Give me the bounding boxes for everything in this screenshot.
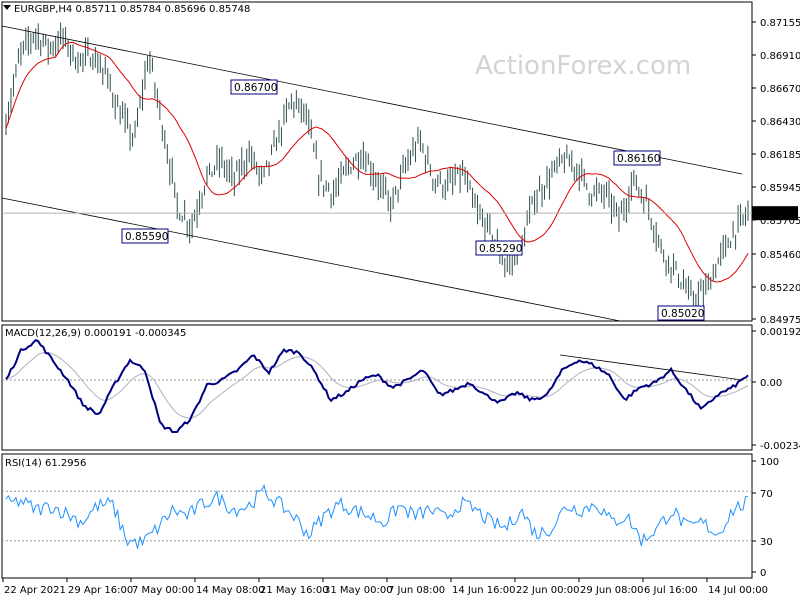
price-tick-label: 0.86430 bbox=[760, 117, 800, 128]
time-tick-label: 14 Jul 00:00 bbox=[708, 585, 768, 596]
price-annotation-box bbox=[613, 150, 661, 166]
price-tick-label: 0.86910 bbox=[760, 51, 800, 62]
price-annotation-label: 0.85290 bbox=[479, 243, 522, 255]
price-annotation-box bbox=[657, 305, 705, 321]
price-tick-label: 0.85220 bbox=[760, 283, 800, 294]
price-tick-label: 0.86185 bbox=[760, 150, 800, 161]
time-tick-label: 29 Apr 16:00 bbox=[68, 585, 133, 596]
macd-pane bbox=[1, 324, 753, 451]
moving-average-line bbox=[5, 41, 749, 283]
watermark: ActionForex.com bbox=[475, 51, 691, 81]
macd-signal-line bbox=[5, 352, 749, 419]
price-annotation-box bbox=[121, 228, 169, 244]
time-tick-label: 6 Jul 16:00 bbox=[644, 585, 698, 596]
time-tick-label: 31 May 00:00 bbox=[324, 585, 393, 596]
channel-lower-line bbox=[1, 197, 621, 322]
rsi-tick-label: 70 bbox=[760, 489, 773, 500]
macd-trendline bbox=[559, 354, 743, 381]
macd-tick-label: -0.002342 bbox=[760, 441, 800, 452]
price-tick-label: 0.85945 bbox=[760, 183, 800, 194]
channel-upper-line bbox=[1, 25, 743, 175]
price-annotation-box bbox=[475, 240, 523, 256]
rsi-title: RSI(14) 61.2956 bbox=[5, 458, 86, 469]
price-tick-label: 0.85460 bbox=[760, 250, 800, 261]
symbol-header: EURGBP,H4 0.85711 0.85784 0.85696 0.8574… bbox=[14, 4, 250, 15]
price-annotation-label: 0.86160 bbox=[617, 153, 660, 165]
time-tick-label: 21 May 16:00 bbox=[260, 585, 329, 596]
macd-line bbox=[5, 338, 749, 434]
macd-title: MACD(12,26,9) 0.000191 -0.000345 bbox=[5, 328, 186, 339]
time-tick-label: 7 May 00:00 bbox=[132, 585, 194, 596]
time-tick-label: 22 Jun 00:00 bbox=[516, 585, 580, 596]
current-price-label: 0.85748 bbox=[757, 209, 798, 220]
price-tick-label: 0.84975 bbox=[760, 315, 800, 326]
current-price-box bbox=[752, 206, 798, 221]
time-tick-label: 29 Jun 08:00 bbox=[580, 585, 644, 596]
price-annotation-label: 0.85590 bbox=[125, 231, 168, 243]
macd-tick-label: 0.001922 bbox=[760, 327, 800, 338]
price-tick-label: 0.87155 bbox=[760, 18, 800, 29]
collapse-arrow-icon[interactable] bbox=[3, 5, 11, 10]
rsi-tick-label: 100 bbox=[760, 457, 779, 468]
price-tick-label: 0.86670 bbox=[760, 84, 800, 95]
rsi-pane bbox=[1, 453, 753, 579]
price-annotation-box bbox=[230, 79, 278, 95]
price-annotation-label: 0.86700 bbox=[234, 82, 277, 94]
price-tick-label: 0.85705 bbox=[760, 216, 800, 227]
rsi-tick-label: 0 bbox=[760, 568, 766, 579]
time-tick-label: 14 Jun 16:00 bbox=[452, 585, 516, 596]
time-tick-label: 14 May 08:00 bbox=[196, 585, 265, 596]
rsi-line bbox=[5, 484, 749, 549]
time-tick-label: 7 Jun 08:00 bbox=[388, 585, 445, 596]
macd-tick-label: 0.00 bbox=[760, 378, 782, 389]
price-annotation-label: 0.85020 bbox=[661, 308, 704, 320]
rsi-tick-label: 30 bbox=[760, 537, 773, 548]
time-tick-label: 22 Apr 2021 bbox=[4, 585, 66, 596]
main-pane bbox=[1, 1, 753, 322]
